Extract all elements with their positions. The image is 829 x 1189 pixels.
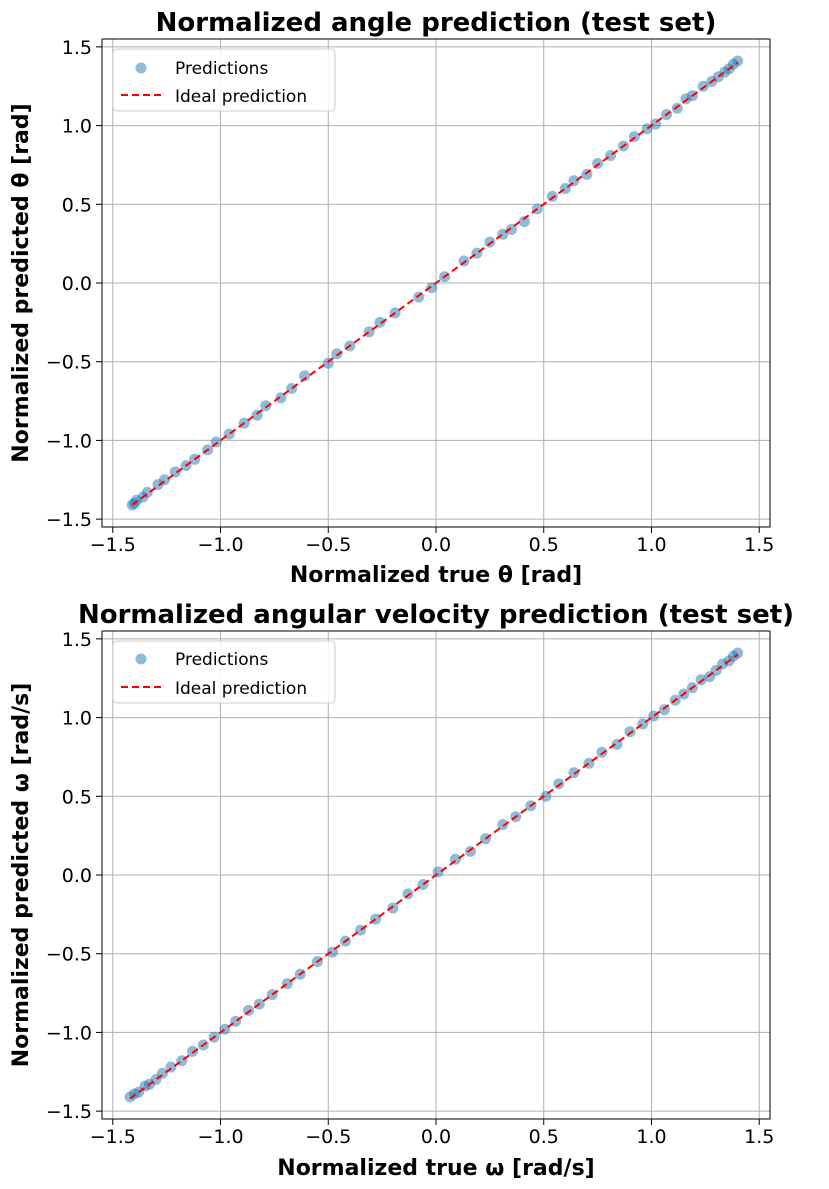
prediction-point (505, 223, 517, 235)
legend-label-predictions: Predictions (175, 650, 268, 670)
x-tick-label: −1.5 (90, 534, 136, 556)
x-tick-label: −1.0 (197, 1126, 243, 1148)
prediction-point (497, 819, 509, 831)
legend-marker-predictions (135, 653, 147, 665)
prediction-point (387, 902, 399, 914)
prediction-point (484, 236, 496, 248)
x-tick-label: −1.0 (197, 534, 243, 556)
prediction-point (596, 746, 608, 758)
y-tick-label: −0.5 (46, 944, 92, 966)
prediction-point (413, 291, 425, 303)
y-tick-label: −0.5 (46, 352, 92, 374)
x-tick-label: 1.5 (744, 1126, 774, 1148)
angular-velocity-chart: Normalized angular velocity prediction (… (9, 600, 794, 1181)
legend: Predictions Ideal prediction (112, 48, 336, 112)
legend-label-predictions: Predictions (175, 59, 268, 79)
prediction-point (671, 102, 683, 114)
ideal-prediction-line (129, 653, 739, 1100)
prediction-point (243, 1004, 255, 1016)
prediction-point (187, 1045, 199, 1057)
prediction-point (518, 216, 530, 228)
x-axis-label: Normalized true θ [rad] (290, 563, 582, 588)
prediction-point (568, 767, 580, 779)
x-tick-label: −0.5 (305, 1126, 351, 1148)
y-tick-label: 0.5 (62, 786, 92, 808)
chart-title: Normalized angular velocity prediction (… (78, 600, 794, 630)
legend-marker-predictions (135, 62, 147, 74)
prediction-point (458, 255, 470, 267)
ideal-line-layer (131, 61, 739, 506)
prediction-point (299, 370, 311, 382)
prediction-point (260, 400, 272, 412)
x-tick-label: 0.0 (421, 1126, 451, 1148)
prediction-point (592, 157, 604, 169)
legend-label-ideal: Ideal prediction (175, 679, 307, 699)
legend-frame (112, 48, 336, 112)
ideal-prediction-line (131, 61, 739, 506)
x-axis-label: Normalized true ω [rad/s] (277, 1156, 594, 1181)
prediction-point (426, 282, 438, 294)
prediction-point (464, 845, 476, 857)
prediction-point (732, 55, 744, 67)
prediction-point (402, 888, 414, 900)
x-tick-label: 0.5 (529, 534, 559, 556)
x-tick-label: 0.0 (421, 534, 451, 556)
prediction-point (553, 778, 565, 790)
y-tick-label: −1.0 (46, 430, 92, 452)
ideal-line-layer (129, 653, 739, 1100)
angle-chart: Normalized angle prediction (test set) −… (9, 8, 774, 588)
x-tick-label: −0.5 (305, 534, 351, 556)
ticks: −1.5 −1.0 −0.5 0.0 0.5 1.0 1.5 −1.5 −1.0 −0.5 0.0 0… (46, 629, 774, 1148)
prediction-point (546, 190, 558, 202)
prediction-point (331, 348, 343, 360)
y-tick-label: 1.0 (62, 116, 92, 138)
y-tick-label: 1.5 (62, 37, 92, 59)
y-tick-label: 0.5 (62, 194, 92, 216)
x-tick-label: 1.0 (636, 1126, 666, 1148)
y-axis-label: Normalized predicted θ [rad] (9, 103, 34, 462)
prediction-point (624, 726, 636, 738)
y-tick-label: −1.5 (46, 509, 92, 531)
y-axis-label: Normalized predicted ω [rad/s] (9, 683, 34, 1068)
y-tick-label: 1.5 (62, 629, 92, 651)
legend: Predictions Ideal prediction (112, 640, 336, 704)
x-tick-label: 0.5 (529, 1126, 559, 1148)
x-tick-label: 1.5 (744, 534, 774, 556)
chart-title: Normalized angle prediction (test set) (156, 8, 717, 38)
y-tick-label: 0.0 (62, 273, 92, 295)
y-tick-label: −1.0 (46, 1022, 92, 1044)
y-tick-label: 0.0 (62, 865, 92, 887)
legend-label-ideal: Ideal prediction (175, 87, 307, 107)
x-tick-label: 1.0 (636, 534, 666, 556)
y-tick-label: −1.5 (46, 1101, 92, 1123)
x-tick-label: −1.5 (90, 1126, 136, 1148)
y-tick-label: 1.0 (62, 708, 92, 730)
legend-frame (112, 640, 336, 704)
ticks: −1.5 −1.0 −0.5 0.0 0.5 1.0 1.5 −1.5 −1.0 −0.5 0.0 0… (46, 37, 774, 556)
